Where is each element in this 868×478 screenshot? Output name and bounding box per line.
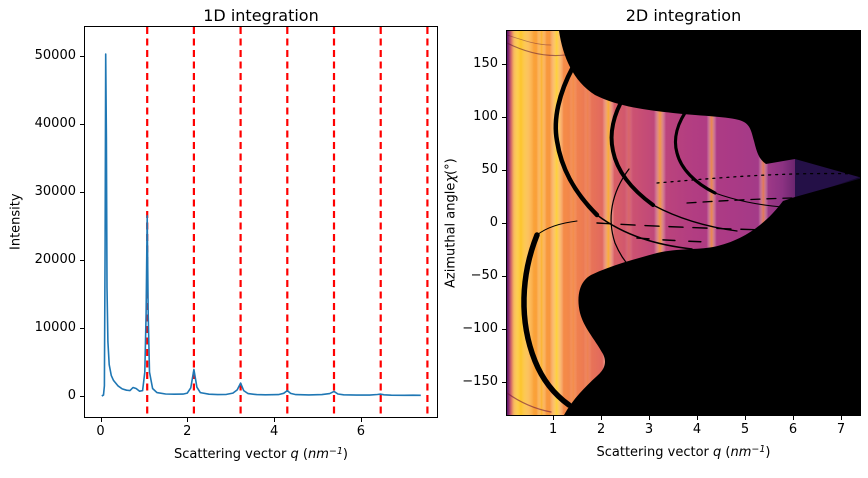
left-x-axis-label: Scattering vector q (nm−1) <box>85 446 437 462</box>
y-tick-mark <box>80 396 84 397</box>
x-tick-label: 7 <box>836 422 846 437</box>
y-tick-mark <box>502 116 506 118</box>
right-plot-title: 2D integration <box>625 6 742 25</box>
y-tick-label: −50 <box>470 268 498 283</box>
y-tick-label: 0 <box>67 388 76 403</box>
y-tick-mark <box>80 124 84 125</box>
left-plot-title: 1D integration <box>203 6 319 25</box>
x-tick-label: 5 <box>740 422 750 437</box>
y-tick-mark <box>502 382 506 384</box>
y-tick-label: −150 <box>462 374 498 390</box>
right-plot-area <box>506 30 861 416</box>
xlabel-unit: nm <box>730 445 752 460</box>
y-tick-mark <box>502 276 506 277</box>
xlabel-paren-close: ) <box>765 445 771 460</box>
y-tick-label: 150 <box>473 55 498 71</box>
y-tick-mark <box>80 328 84 329</box>
y-tick-mark <box>80 56 84 57</box>
y-tick-label: 30000 <box>34 184 76 199</box>
y-tick-label: 40000 <box>34 116 76 131</box>
x-tick-label: 2 <box>183 424 192 439</box>
x-tick-mark <box>553 416 555 420</box>
xlabel-paren-close: ) <box>342 447 348 462</box>
xlabel-paren: ( <box>721 445 731 460</box>
y-tick-mark <box>502 63 506 65</box>
xlabel-unit: nm <box>308 447 329 462</box>
y-tick-label: 10000 <box>34 320 76 335</box>
x-tick-mark <box>697 416 698 420</box>
xlabel-text: Scattering vector <box>596 445 714 460</box>
x-tick-mark <box>649 416 650 420</box>
x-tick-mark <box>187 418 189 422</box>
x-tick-mark <box>274 418 276 422</box>
y-tick-label: 50 <box>481 162 498 177</box>
x-tick-label: 4 <box>692 422 702 437</box>
x-tick-label: 2 <box>596 422 606 437</box>
x-tick-label: 6 <box>788 422 798 437</box>
x-tick-mark <box>745 416 746 420</box>
x-tick-mark <box>100 418 102 422</box>
y-tick-mark <box>80 260 84 261</box>
y-tick-mark <box>502 170 506 171</box>
xlabel-exponent: −1 <box>328 446 343 457</box>
x-tick-label: 1 <box>548 422 558 437</box>
y-tick-label: 0 <box>489 215 498 230</box>
xlabel-paren: ( <box>298 447 308 462</box>
x-tick-label: 6 <box>356 424 366 439</box>
y-tick-label: 100 <box>473 108 498 124</box>
x-tick-mark <box>793 416 794 420</box>
heatmap-canvas <box>507 31 860 415</box>
left-y-axis-label: Intensity <box>8 193 24 251</box>
x-tick-mark <box>360 418 362 422</box>
x-tick-mark <box>601 416 603 420</box>
y-tick-mark <box>502 329 506 331</box>
x-tick-label: 4 <box>269 424 279 439</box>
y-tick-mark <box>502 223 506 224</box>
left-plot-area <box>84 26 438 418</box>
y-tick-label: 50000 <box>34 48 76 63</box>
x-tick-label: 0 <box>96 424 105 439</box>
xlabel-text: Scattering vector <box>174 447 291 462</box>
y-tick-label: 20000 <box>34 252 76 267</box>
xlabel-exponent: −1 <box>751 444 766 455</box>
x-tick-mark <box>841 416 842 420</box>
x-tick-label: 3 <box>644 422 654 437</box>
y-tick-label: −100 <box>462 321 498 337</box>
line-plot-svg <box>101 27 429 417</box>
intensity-curve <box>101 53 421 397</box>
xlabel-q-symbol: q <box>290 447 299 462</box>
y-tick-mark <box>80 192 84 193</box>
xlabel-q-symbol: q <box>713 445 722 460</box>
right-x-axis-label: Scattering vector q (nm−1) <box>507 444 860 460</box>
